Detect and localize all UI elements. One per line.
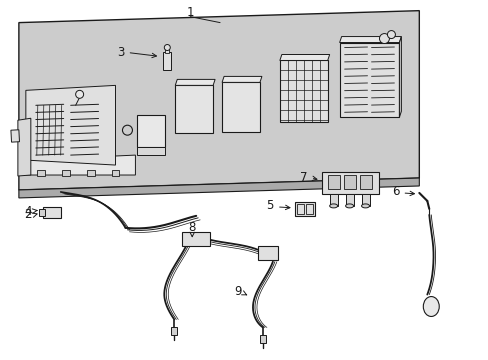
- Bar: [61, 170, 69, 176]
- Bar: [321, 172, 379, 194]
- Bar: [279, 60, 327, 122]
- Bar: [343, 175, 355, 189]
- Text: 9: 9: [234, 285, 241, 298]
- Bar: [39, 209, 45, 216]
- Text: 2: 2: [24, 208, 32, 221]
- Bar: [137, 115, 165, 147]
- Bar: [42, 207, 61, 218]
- Bar: [86, 170, 94, 176]
- Bar: [182, 232, 210, 246]
- Bar: [11, 130, 20, 142]
- Polygon shape: [26, 155, 135, 175]
- Text: 8: 8: [188, 221, 196, 234]
- Polygon shape: [19, 11, 419, 190]
- Bar: [175, 85, 213, 133]
- Bar: [294, 202, 314, 216]
- Text: 7: 7: [300, 171, 307, 184]
- Text: 4: 4: [24, 205, 32, 219]
- Polygon shape: [279, 54, 329, 60]
- Polygon shape: [222, 76, 262, 82]
- Ellipse shape: [361, 204, 369, 208]
- Circle shape: [379, 33, 388, 44]
- Text: 6: 6: [391, 185, 398, 198]
- Polygon shape: [18, 118, 31, 176]
- Bar: [260, 336, 265, 343]
- Circle shape: [164, 45, 170, 50]
- Bar: [361, 194, 369, 206]
- Bar: [137, 147, 165, 155]
- Bar: [165, 49, 169, 54]
- Bar: [339, 42, 399, 117]
- Polygon shape: [26, 85, 115, 165]
- Bar: [222, 82, 260, 132]
- Bar: [327, 175, 339, 189]
- Polygon shape: [175, 80, 215, 85]
- Circle shape: [386, 31, 395, 39]
- Ellipse shape: [345, 204, 353, 208]
- Bar: [296, 204, 303, 214]
- Text: 1: 1: [186, 6, 194, 19]
- Bar: [329, 194, 337, 206]
- Ellipse shape: [423, 297, 438, 316]
- Ellipse shape: [329, 204, 337, 208]
- Text: 3: 3: [117, 46, 124, 59]
- Bar: [163, 53, 171, 71]
- Text: 5: 5: [265, 199, 273, 212]
- Bar: [111, 170, 119, 176]
- Bar: [171, 328, 177, 336]
- Bar: [305, 204, 312, 214]
- Circle shape: [76, 90, 83, 98]
- Polygon shape: [339, 37, 401, 42]
- Bar: [359, 175, 371, 189]
- Bar: [37, 170, 45, 176]
- Bar: [258, 246, 277, 260]
- Polygon shape: [399, 37, 401, 117]
- Bar: [345, 194, 353, 206]
- Polygon shape: [19, 178, 419, 198]
